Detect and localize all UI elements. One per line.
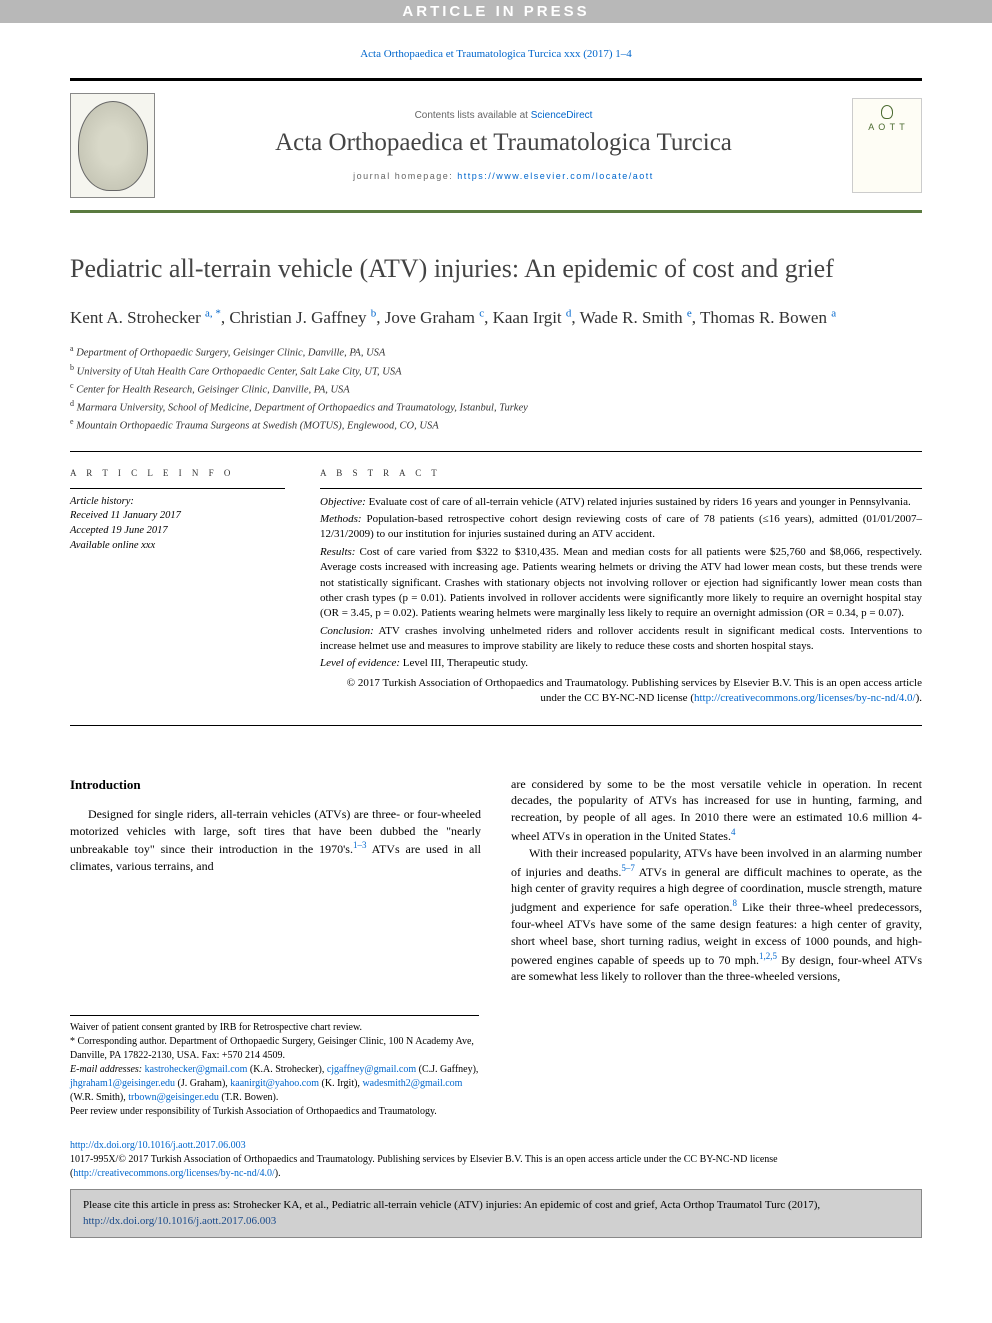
citation-ref[interactable]: 4 <box>731 827 736 837</box>
citation-ref[interactable]: 1–3 <box>353 840 367 850</box>
cc-license-link[interactable]: http://creativecommons.org/licenses/by-n… <box>73 1168 274 1179</box>
please-cite-box: Please cite this article in press as: St… <box>70 1189 922 1238</box>
footnotes: Waiver of patient consent granted by IRB… <box>70 1015 479 1119</box>
divider <box>70 451 922 452</box>
abstract-block: A B S T R A C T Objective: Evaluate cost… <box>320 468 922 709</box>
footnote-peer-review: Peer review under responsibility of Turk… <box>70 1105 479 1119</box>
doi-link[interactable]: http://dx.doi.org/10.1016/j.aott.2017.06… <box>70 1140 246 1151</box>
article-title: Pediatric all-terrain vehicle (ATV) inju… <box>70 253 922 286</box>
body-paragraph: With their increased popularity, ATVs ha… <box>511 845 922 985</box>
article-in-press-banner: ARTICLE IN PRESS <box>0 0 992 23</box>
email-link[interactable]: trbown@geisinger.edu <box>128 1092 219 1103</box>
journal-homepage-link[interactable]: https://www.elsevier.com/locate/aott <box>457 171 654 181</box>
journal-name: Acta Orthopaedica et Traumatologica Turc… <box>175 129 832 157</box>
email-link[interactable]: kaanirgit@yahoo.com <box>230 1078 319 1089</box>
cite-doi-link[interactable]: http://dx.doi.org/10.1016/j.aott.2017.06… <box>83 1215 276 1227</box>
history-accepted: Accepted 19 June 2017 <box>70 524 285 539</box>
citation-ref[interactable]: 1,2,5 <box>759 951 777 961</box>
abstract-copyright: © 2017 Turkish Association of Orthopaedi… <box>320 676 922 707</box>
footnote-waiver: Waiver of patient consent granted by IRB… <box>70 1021 479 1035</box>
email-link[interactable]: kastrohecker@gmail.com <box>145 1064 248 1075</box>
abstract-header: A B S T R A C T <box>320 468 922 478</box>
right-column: are considered by some to be the most ve… <box>511 776 922 986</box>
email-link[interactable]: jhgraham1@geisinger.edu <box>70 1078 175 1089</box>
citation-ref[interactable]: 5–7 <box>621 863 635 873</box>
author-affil-sup[interactable]: a, * <box>205 307 221 319</box>
author-list: Kent A. Strohecker a, *, Christian J. Ga… <box>70 306 922 330</box>
contents-available-line: Contents lists available at ScienceDirec… <box>175 110 832 121</box>
history-online: Available online xxx <box>70 539 285 554</box>
history-received: Received 11 January 2017 <box>70 509 285 524</box>
journal-header: Contents lists available at ScienceDirec… <box>70 78 922 213</box>
journal-cover-thumbnail: A O T T <box>852 98 922 193</box>
journal-homepage-line: journal homepage: https://www.elsevier.c… <box>175 171 832 181</box>
divider <box>70 725 922 726</box>
author-affil-sup[interactable]: a <box>831 307 836 319</box>
email-link[interactable]: cjgaffney@gmail.com <box>327 1064 416 1075</box>
body-columns: Introduction Designed for single riders,… <box>70 776 922 986</box>
society-logo <box>70 93 155 198</box>
footnote-emails: E-mail addresses: kastrohecker@gmail.com… <box>70 1063 479 1105</box>
footnote-corresponding: * Corresponding author. Department of Or… <box>70 1035 479 1063</box>
email-link[interactable]: wadesmith2@gmail.com <box>362 1078 462 1089</box>
article-info-block: A R T I C L E I N F O Article history: R… <box>70 468 285 709</box>
cc-license-link[interactable]: http://creativecommons.org/licenses/by-n… <box>694 692 916 704</box>
doi-block: http://dx.doi.org/10.1016/j.aott.2017.06… <box>70 1139 922 1181</box>
left-column: Introduction Designed for single riders,… <box>70 776 481 986</box>
article-info-header: A R T I C L E I N F O <box>70 468 285 478</box>
introduction-heading: Introduction <box>70 776 481 794</box>
body-paragraph: are considered by some to be the most ve… <box>511 776 922 845</box>
affiliations: a Department of Orthopaedic Surgery, Gei… <box>70 343 922 434</box>
citation-header: Acta Orthopaedica et Traumatologica Turc… <box>70 48 922 60</box>
sciencedirect-link[interactable]: ScienceDirect <box>531 110 593 121</box>
body-paragraph: Designed for single riders, all-terrain … <box>70 806 481 875</box>
